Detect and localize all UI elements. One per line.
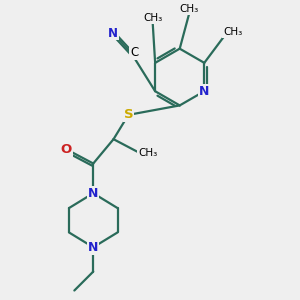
Text: N: N (88, 241, 98, 254)
Text: CH₃: CH₃ (223, 28, 243, 38)
Text: S: S (124, 108, 133, 122)
Text: CH₃: CH₃ (138, 148, 158, 158)
Text: C: C (130, 46, 139, 59)
Text: CH₃: CH₃ (180, 4, 199, 14)
Text: N: N (199, 85, 209, 98)
Text: CH₃: CH₃ (143, 13, 162, 23)
Text: N: N (108, 26, 118, 40)
Text: N: N (88, 187, 98, 200)
Text: O: O (61, 143, 72, 156)
